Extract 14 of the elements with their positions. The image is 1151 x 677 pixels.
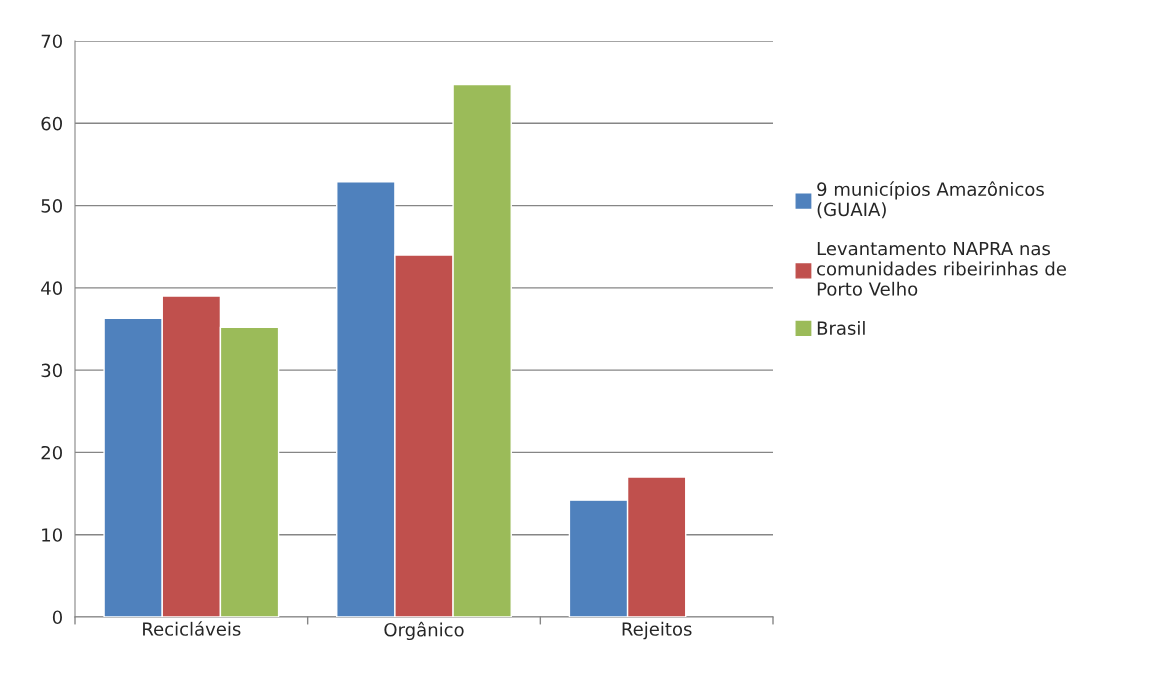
y-tick-label: 60 xyxy=(41,116,62,131)
y-tick-label: 30 xyxy=(41,363,62,378)
legend-label: Levantamento NAPRA nas comunidades ribeirinhas de Porto Velho xyxy=(817,241,1066,296)
y-tick-label: 0 xyxy=(52,610,62,625)
y-tick-label: 70 xyxy=(41,34,62,49)
x-tick-label: Orgânico xyxy=(384,621,464,641)
y-tick-label: 20 xyxy=(41,445,62,460)
legend-label: Brasil xyxy=(817,320,865,335)
y-tick-label: 40 xyxy=(41,281,62,295)
x-tick-label: Rejeitos xyxy=(622,621,692,640)
y-tick-label: 50 xyxy=(41,199,62,213)
y-tick-label: 10 xyxy=(42,528,62,542)
legend-label: 9 municípios Amazônicos (GUAIA) xyxy=(817,181,1044,219)
x-tick-label: Recicláveis xyxy=(143,621,241,636)
